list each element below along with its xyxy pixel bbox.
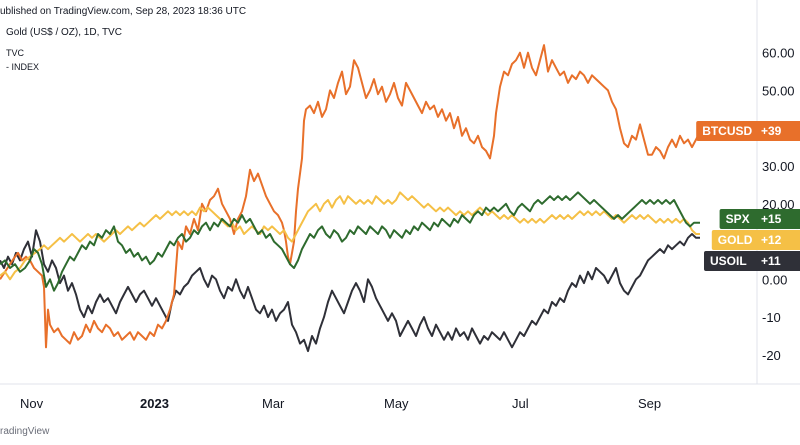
price-tick-label: 0.00 xyxy=(762,272,787,287)
gold-badge-label: GOLD xyxy=(718,233,753,247)
tvc-legend-label: TVC xyxy=(6,48,24,58)
usoil-series-line xyxy=(0,229,700,353)
time-tick-label: Jul xyxy=(512,396,529,411)
price-tick-label: 60.00 xyxy=(762,46,795,61)
price-tick-label: 30.00 xyxy=(762,159,795,174)
btcusd-badge-label: BTCUSD xyxy=(702,124,752,138)
btcusd-badge-value: +39 xyxy=(761,124,782,138)
time-tick-label: Mar xyxy=(262,396,285,411)
index-legend-label: - INDEX xyxy=(6,62,40,72)
gold-legend-label: Gold (US$ / OZ), 1D, TVC xyxy=(6,27,122,38)
price-tick-label: -20 xyxy=(762,348,781,363)
time-tick-label: 2023 xyxy=(140,396,169,411)
price-tick-label: 20.00 xyxy=(762,197,795,212)
published-text: ublished on TradingView.com, Sep 28, 202… xyxy=(0,6,247,17)
tradingview-brand: radingView xyxy=(0,426,50,437)
gold-series-line xyxy=(0,191,700,281)
gold-badge xyxy=(711,230,800,250)
btcusd-badge xyxy=(696,121,800,141)
usoil-badge-label: USOIL xyxy=(710,254,747,268)
usoil-badge xyxy=(704,251,800,271)
spx-badge-label: SPX xyxy=(726,212,750,226)
time-tick-label: May xyxy=(384,396,409,411)
price-tick-label: 50.00 xyxy=(762,83,795,98)
gold-badge-value: +12 xyxy=(761,233,782,247)
usoil-badge-value: +11 xyxy=(761,254,781,268)
btcusd-series-line xyxy=(0,44,701,349)
time-tick-label: Nov xyxy=(20,396,44,411)
spx-badge-value: +15 xyxy=(761,212,782,226)
price-tick-label: -10 xyxy=(762,310,781,325)
time-tick-label: Sep xyxy=(638,396,661,411)
spx-badge xyxy=(719,209,800,229)
spx-series-line xyxy=(0,191,700,292)
